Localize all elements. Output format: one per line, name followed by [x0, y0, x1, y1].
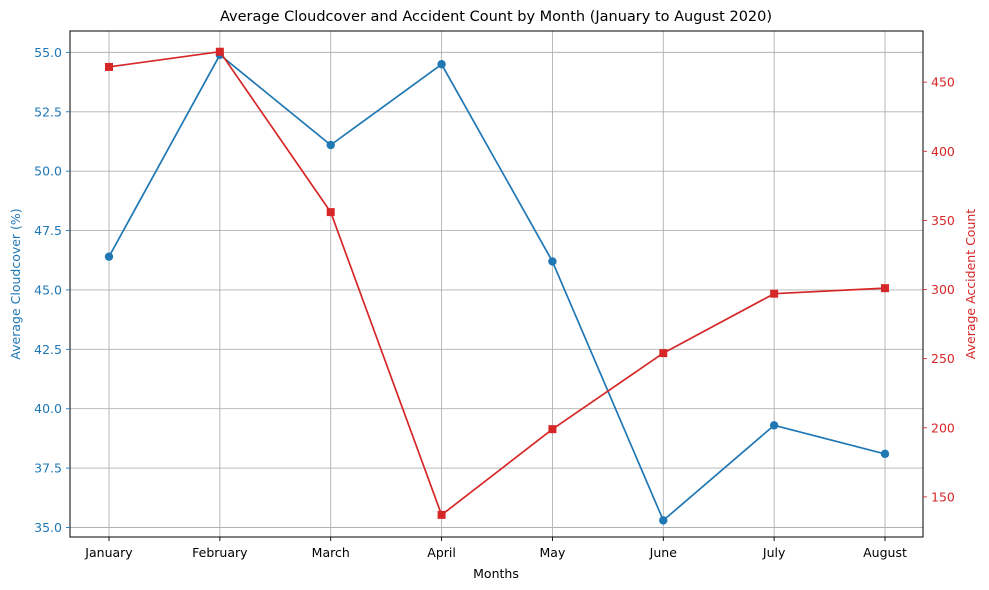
y-right-tick-label: 400: [931, 144, 955, 159]
y-left-tick-label: 42.5: [34, 342, 62, 357]
accident-count-point: [215, 47, 224, 56]
y-left-tick-label: 45.0: [34, 282, 62, 297]
y-axis-left-title: Average Cloudcover (%): [8, 208, 23, 359]
axes: January February March April May June July Augu…: [34, 45, 955, 560]
y-right-tick-label: 150: [931, 489, 955, 504]
y-right-tick-label: 200: [931, 420, 955, 435]
cloudcover-line: [108, 53, 886, 522]
y-left-tick-label: 35.0: [34, 520, 62, 535]
accident-count-point: [770, 289, 779, 298]
cloudcover-point: [437, 60, 446, 69]
accident-count-point: [659, 349, 668, 358]
y-right-tick-label: 300: [931, 282, 955, 297]
y-right-tick-label: 350: [931, 213, 955, 228]
cloudcover-point: [326, 140, 335, 150]
chart-title: Average Cloudcover and Accident Count by…: [220, 9, 772, 25]
y-left-tick-label: 50.0: [34, 164, 62, 179]
y-axis-right-title: Average Accident Count: [963, 209, 978, 359]
x-tick-label: January: [84, 545, 133, 560]
x-tick-label: February: [192, 545, 248, 560]
cloudcover-point: [880, 449, 890, 459]
series-layer: [104, 47, 890, 525]
y-left-tick-label: 40.0: [34, 401, 62, 416]
y-right-tick-label: 450: [931, 75, 955, 90]
x-tick-label: April: [427, 545, 456, 560]
x-tick-label: August: [863, 545, 907, 560]
cloudcover-point: [769, 421, 779, 430]
accident-count-point: [437, 510, 446, 519]
accident-count-point: [326, 208, 335, 217]
plot-frame: [69, 30, 924, 538]
y-left-tick-label: 55.0: [34, 45, 62, 60]
accident-count-point: [548, 425, 557, 434]
x-tick-label: May: [540, 545, 566, 560]
cloudcover-point: [659, 516, 668, 525]
x-tick-label: June: [649, 545, 678, 560]
grid: [70, 31, 923, 537]
accident-count-point: [105, 62, 113, 71]
y-right-tick-label: 250: [931, 351, 955, 366]
cloudcover-point: [104, 252, 114, 261]
x-tick-label: July: [762, 545, 786, 560]
y-left-tick-label: 37.5: [34, 461, 62, 476]
y-left-tick-label: 52.5: [34, 104, 62, 119]
y-left-tick-label: 47.5: [34, 223, 62, 238]
x-tick-label: March: [312, 545, 350, 560]
x-axis-title: Months: [473, 566, 519, 581]
accident-count-line: [108, 50, 886, 516]
accident-count-point: [881, 284, 889, 293]
cloudcover-point: [548, 257, 557, 266]
